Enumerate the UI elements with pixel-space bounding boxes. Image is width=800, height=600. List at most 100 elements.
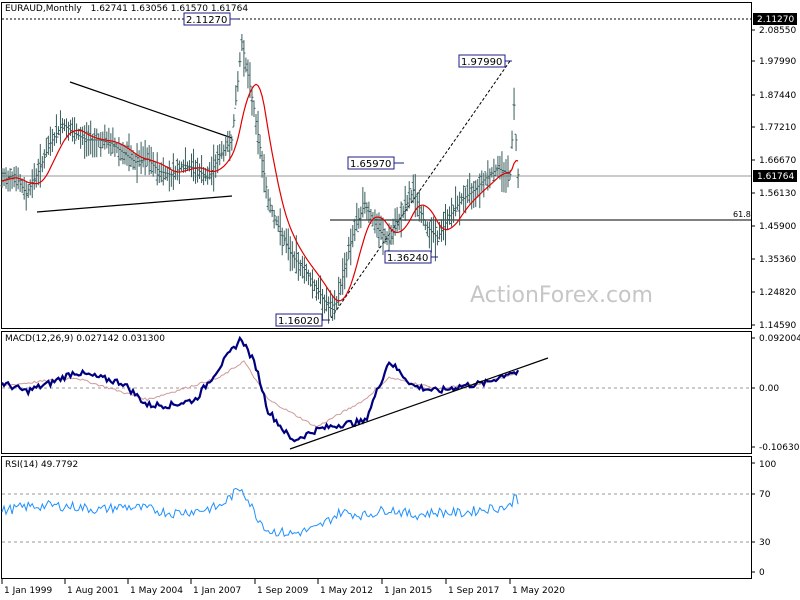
price-bar bbox=[198, 163, 202, 179]
price-bar bbox=[319, 275, 323, 305]
price-bar bbox=[325, 287, 329, 312]
price-bar bbox=[268, 197, 272, 213]
macd-tick: -0.106308 bbox=[759, 443, 800, 453]
price-bar bbox=[274, 216, 278, 226]
price-bar bbox=[54, 114, 58, 144]
price-bar bbox=[264, 176, 268, 199]
price-bar bbox=[478, 173, 482, 209]
price-tick: 1.66670 bbox=[759, 156, 796, 166]
price-tick: 1.97990 bbox=[759, 57, 796, 67]
macd-trendline bbox=[289, 357, 549, 450]
price-bar bbox=[401, 203, 405, 218]
price-bar bbox=[446, 209, 450, 230]
time-tick: 1 Sep 2017 bbox=[448, 586, 499, 596]
price-bar bbox=[113, 137, 117, 157]
price-bar bbox=[331, 294, 335, 321]
price-bar bbox=[234, 85, 238, 109]
price-bar bbox=[52, 132, 56, 146]
price-bar bbox=[2, 168, 6, 187]
price-bar bbox=[292, 251, 296, 269]
current-price-tag-text: 1.61764 bbox=[757, 172, 794, 182]
price-bar bbox=[145, 147, 149, 167]
price-bar bbox=[314, 280, 318, 301]
price-bar bbox=[99, 132, 103, 157]
price-bar bbox=[304, 263, 308, 282]
price-bar bbox=[189, 153, 193, 178]
price-axis: 2.08550 1.97990 1.87440 1.77210 1.66670 … bbox=[751, 26, 796, 331]
swing-label-1-1602: 1.16020 bbox=[278, 316, 319, 327]
price-bar bbox=[123, 144, 127, 165]
price-bar bbox=[10, 168, 14, 189]
price-bar bbox=[218, 144, 222, 166]
price-bar bbox=[323, 294, 327, 314]
price-bar bbox=[329, 290, 333, 317]
high-price-tag-text: 2.11270 bbox=[757, 15, 794, 25]
price-bar bbox=[127, 133, 131, 172]
price-bar bbox=[133, 153, 137, 170]
price-bar bbox=[232, 114, 236, 128]
price-bar bbox=[341, 258, 345, 295]
macd-panel-frame bbox=[1, 331, 752, 454]
swing-labels: 2.11270 1.97990 1.65970 1.36240 1.16020 bbox=[183, 12, 512, 327]
price-bar bbox=[26, 184, 30, 198]
price-bar bbox=[242, 40, 246, 77]
price-bar bbox=[444, 203, 448, 246]
price-bar bbox=[411, 174, 415, 204]
price-panel-frame bbox=[1, 2, 752, 329]
time-tick: 1 Jan 2015 bbox=[384, 586, 432, 596]
price-bar bbox=[42, 149, 46, 169]
price-tick: 1.87440 bbox=[759, 91, 796, 101]
price-bar bbox=[284, 228, 288, 254]
price-bar bbox=[393, 208, 397, 236]
price-bar bbox=[272, 209, 276, 229]
price-bar bbox=[405, 194, 409, 212]
price-bar bbox=[321, 288, 325, 321]
time-tick: 1 Jan 2007 bbox=[193, 586, 241, 596]
price-bar bbox=[351, 225, 355, 248]
price-bar bbox=[71, 117, 75, 142]
price-bar bbox=[395, 207, 399, 232]
price-bar bbox=[298, 259, 302, 277]
price-bar bbox=[425, 221, 429, 237]
price-bar bbox=[470, 183, 474, 210]
triangle-lower-trendline bbox=[36, 195, 233, 213]
price-bar bbox=[256, 110, 260, 155]
price-bar bbox=[516, 168, 520, 189]
price-bar bbox=[454, 186, 458, 217]
price-bar bbox=[115, 142, 119, 154]
price-bar bbox=[56, 126, 60, 138]
price-bar bbox=[36, 158, 40, 186]
macd-axis: 0.092004 0.00 -0.106308 bbox=[751, 334, 800, 453]
price-bar bbox=[403, 185, 407, 222]
price-bar bbox=[34, 168, 38, 188]
price-bar bbox=[214, 154, 218, 178]
price-bar bbox=[85, 122, 89, 157]
price-bar bbox=[296, 251, 300, 281]
price-bar bbox=[183, 147, 187, 173]
price-bar bbox=[450, 197, 454, 227]
chart-header: EURAUD,Monthly 1.62741 1.63056 1.61570 1… bbox=[5, 4, 248, 14]
price-bar bbox=[510, 130, 514, 149]
macd-tick: 0.092004 bbox=[759, 334, 800, 344]
price-bar bbox=[206, 166, 210, 185]
price-bar bbox=[407, 181, 411, 209]
price-bar bbox=[308, 272, 312, 287]
price-bar bbox=[480, 170, 484, 192]
price-bar bbox=[363, 191, 367, 214]
price-tick: 2.08550 bbox=[759, 26, 796, 36]
price-bar bbox=[260, 150, 264, 178]
price-bar bbox=[252, 100, 256, 118]
price-bar bbox=[89, 120, 93, 155]
rsi-panel-frame bbox=[1, 456, 752, 579]
price-bar bbox=[97, 133, 101, 148]
price-tick: 1.45900 bbox=[759, 222, 796, 232]
price-tick: 1.35360 bbox=[759, 255, 796, 265]
price-bar bbox=[40, 156, 44, 173]
price-bar bbox=[276, 215, 280, 232]
price-bar bbox=[28, 179, 32, 196]
rsi-title: RSI(14) 49.7792 bbox=[5, 460, 79, 470]
price-bar bbox=[240, 34, 244, 52]
price-bar bbox=[155, 152, 159, 186]
price-bar bbox=[141, 146, 145, 168]
price-bar bbox=[373, 209, 377, 234]
